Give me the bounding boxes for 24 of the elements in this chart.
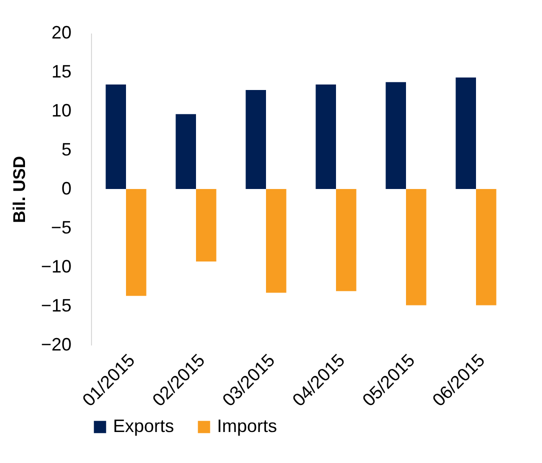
y-tick-label: −10 [40,256,72,276]
bar [336,189,356,292]
bar [456,77,476,189]
bar [406,189,426,306]
bar [476,189,496,306]
bar [316,84,336,189]
legend-label: Imports [217,416,278,436]
bar [176,114,196,189]
y-tick-label: 15 [51,62,72,82]
y-axis-title: Bil. USD [10,156,29,224]
y-tick-label: 5 [61,140,72,160]
y-tick-label: −15 [40,296,72,316]
bar [196,189,216,262]
bar [386,82,406,189]
y-tick-label: 20 [51,22,72,42]
legend-label: Exports [113,416,174,436]
bar [246,90,266,189]
y-tick-label: 0 [61,178,72,198]
bar [126,189,146,296]
bar [106,84,126,189]
y-tick-label: 10 [51,100,72,120]
y-tick-label: −5 [50,218,72,238]
y-tick-label: −20 [40,334,72,354]
bar [266,189,286,293]
